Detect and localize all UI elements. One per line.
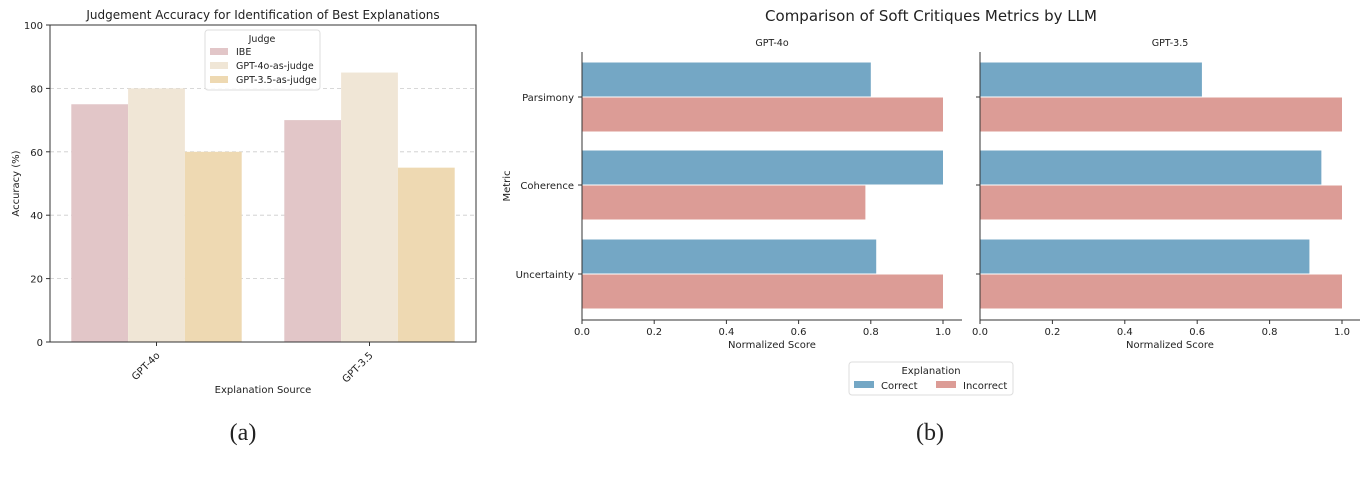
bar-Incorrect xyxy=(582,274,943,309)
y-tick-label: Coherence xyxy=(520,181,574,192)
y-tick-label: 20 xyxy=(30,275,43,286)
x-tick-label: 0.0 xyxy=(574,327,590,338)
x-tick-label: 0.2 xyxy=(646,327,662,338)
x-tick-label: 0.4 xyxy=(1117,327,1133,338)
bar-GPT-4o-as-judge xyxy=(128,88,185,343)
bar-Correct xyxy=(980,239,1310,274)
legend-swatch xyxy=(936,381,956,388)
bar-Correct xyxy=(980,150,1322,185)
x-tick-label: 0.4 xyxy=(718,327,734,338)
chart-title: Judgement Accuracy for Identification of… xyxy=(85,8,439,22)
legend-label: Incorrect xyxy=(963,381,1007,392)
x-tick-label: 0.6 xyxy=(1189,327,1205,338)
legend-box xyxy=(848,361,1014,396)
legend-box xyxy=(204,29,321,91)
panel-title: GPT-3.5 xyxy=(1152,38,1189,49)
y-tick-label: 80 xyxy=(30,84,43,95)
x-tick-label: 1.0 xyxy=(935,327,951,338)
bar-Incorrect xyxy=(980,274,1342,309)
bar-Incorrect xyxy=(582,185,866,220)
x-tick-label: GPT-4o xyxy=(130,350,163,383)
bar-Correct xyxy=(582,239,877,274)
x-tick-label: 0.2 xyxy=(1044,327,1060,338)
x-tick-label: GPT-3.5 xyxy=(341,350,376,385)
legend-label: GPT-3.5-as-judge xyxy=(236,75,317,86)
y-tick-label: 0 xyxy=(37,338,43,349)
x-axis-label: Explanation Source xyxy=(215,385,312,396)
y-tick-label: Uncertainty xyxy=(516,270,575,281)
bar-IBE xyxy=(284,120,342,342)
y-tick-label: 40 xyxy=(30,211,43,222)
y-tick-label: 100 xyxy=(24,21,43,32)
y-axis-label: Accuracy (%) xyxy=(11,150,22,216)
legend-swatch xyxy=(210,62,228,69)
caption-b: (b) xyxy=(916,420,944,446)
y-tick-label: Parsimony xyxy=(522,93,574,104)
plot-frame xyxy=(49,24,477,343)
chart-title: Comparison of Soft Critiques Metrics by … xyxy=(765,7,1097,25)
bar-Incorrect xyxy=(582,97,943,132)
legend-title: Judge xyxy=(248,34,276,45)
bar-IBE xyxy=(71,104,129,342)
x-tick-label: 0.8 xyxy=(863,327,879,338)
y-tick-label: 60 xyxy=(30,148,43,159)
bar-GPT-4o-as-judge xyxy=(341,72,398,343)
bar-Correct xyxy=(582,62,871,97)
legend-title: Explanation xyxy=(901,366,960,377)
legend-swatch xyxy=(210,48,228,55)
panel-title: GPT-4o xyxy=(755,38,788,49)
legend-swatch xyxy=(210,76,228,83)
x-axis-label: Normalized Score xyxy=(728,340,816,351)
bar-Correct xyxy=(980,62,1202,97)
caption-a: (a) xyxy=(230,420,257,446)
x-tick-label: 0.6 xyxy=(791,327,807,338)
x-tick-label: 1.0 xyxy=(1334,327,1350,338)
legend-label: Correct xyxy=(881,381,918,392)
legend-label: IBE xyxy=(236,47,251,58)
bar-Correct xyxy=(582,150,943,185)
bar-GPT-3.5-as-judge xyxy=(397,167,455,342)
bar-Incorrect xyxy=(980,185,1342,220)
x-axis-label: Normalized Score xyxy=(1126,340,1214,351)
x-tick-label: 0.8 xyxy=(1262,327,1278,338)
x-tick-label: 0.0 xyxy=(972,327,988,338)
legend-swatch xyxy=(854,381,874,388)
legend-label: GPT-4o-as-judge xyxy=(236,61,314,72)
bar-Incorrect xyxy=(980,97,1342,132)
y-axis-label: Metric xyxy=(502,170,513,201)
bar-GPT-3.5-as-judge xyxy=(184,151,242,342)
